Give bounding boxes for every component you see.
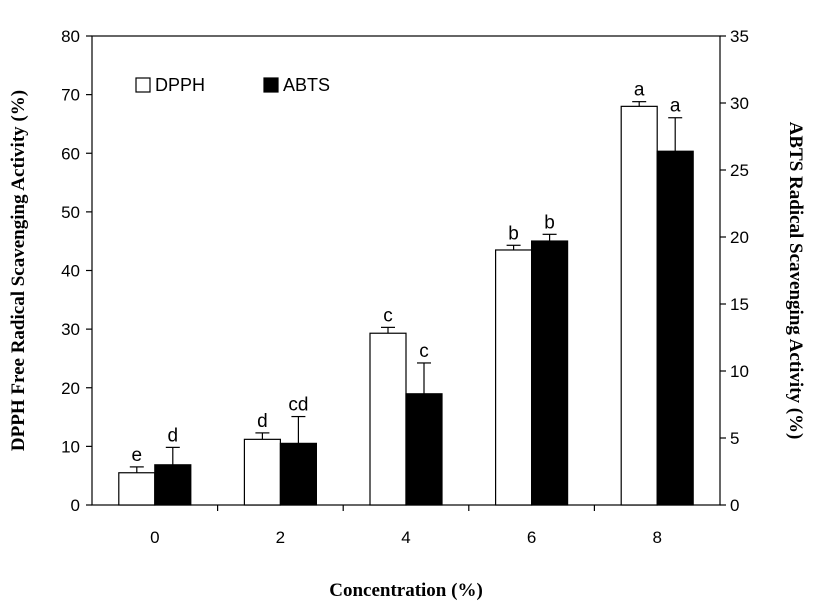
right-axis-title: ABTS Radical Scavenging Activity (%): [785, 122, 806, 440]
significance-letter: c: [419, 341, 429, 362]
x-tick-label: 8: [652, 528, 661, 547]
right-tick-label: 20: [730, 228, 749, 247]
right-tick-label: 15: [730, 295, 749, 314]
right-tick-label: 35: [730, 27, 749, 46]
significance-letter: a: [670, 96, 681, 117]
legend-label-dpph: DPPH: [155, 75, 205, 95]
bar-dpph: [369, 332, 407, 506]
significance-letter: b: [544, 212, 555, 233]
significance-letter: d: [257, 411, 268, 432]
left-tick-label: 80: [61, 27, 80, 46]
left-tick-label: 70: [61, 86, 80, 105]
x-tick-label: 6: [527, 528, 536, 547]
bar-dpph: [620, 105, 658, 506]
right-tick-label: 0: [730, 496, 739, 515]
left-tick-label: 20: [61, 379, 80, 398]
left-tick-label: 50: [61, 203, 80, 222]
right-axis: 0 5 10 15 20 25 30 35: [720, 27, 749, 515]
left-axis: 0 10 20 30 40 50 60 70 80: [61, 27, 92, 515]
bar-dpph: [118, 472, 156, 506]
significance-letter: a: [634, 80, 645, 101]
left-axis-title: DPPH Free Radical Scavenging Activity (%…: [8, 90, 29, 451]
right-tick-label: 10: [730, 362, 749, 381]
legend-swatch-abts: [263, 77, 279, 93]
left-tick-label: 60: [61, 144, 80, 163]
left-tick-label: 0: [71, 496, 80, 515]
bar-abts: [154, 464, 192, 506]
legend: DPPH ABTS: [135, 75, 330, 95]
right-tick-label: 30: [730, 94, 749, 113]
bar-dpph: [243, 438, 281, 506]
significance-letter: d: [168, 425, 179, 446]
bar-abts: [279, 442, 317, 506]
x-tick-label: 0: [150, 528, 159, 547]
x-tick-label: 2: [276, 528, 285, 547]
significance-letter: b: [508, 223, 519, 244]
bar-abts: [530, 240, 569, 506]
bar-abts: [405, 393, 443, 506]
left-tick-label: 10: [61, 437, 80, 456]
left-tick-label: 30: [61, 320, 80, 339]
left-tick-label: 40: [61, 262, 80, 281]
significance-letter: c: [383, 305, 393, 326]
legend-label-abts: ABTS: [283, 75, 330, 95]
bar-abts: [656, 150, 694, 506]
significance-letter: e: [132, 445, 143, 466]
x-axis-title: Concentration (%): [329, 580, 483, 601]
x-tick-label: 4: [401, 528, 410, 547]
x-axis: 0 2 4 6 8: [150, 505, 662, 547]
bar-dpph: [495, 249, 533, 506]
significance-letter: cd: [288, 395, 308, 416]
right-tick-label: 5: [730, 429, 739, 448]
right-tick-label: 25: [730, 161, 749, 180]
legend-swatch-dpph: [135, 77, 151, 93]
